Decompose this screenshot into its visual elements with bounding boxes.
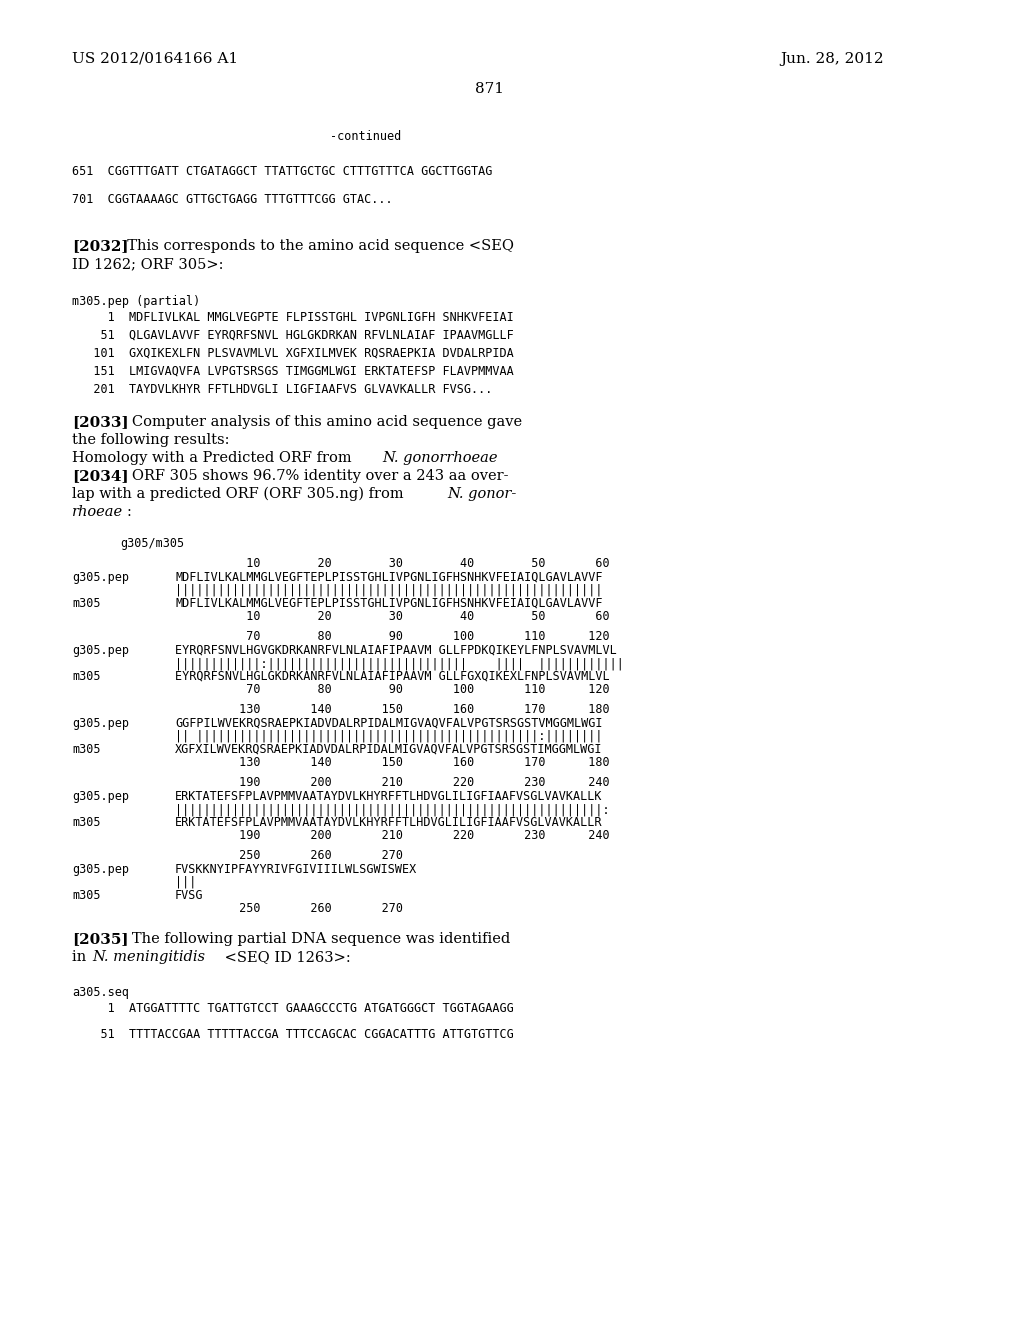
Text: N. gonor-: N. gonor- (447, 487, 516, 502)
Text: ||||||||||||:||||||||||||||||||||||||||||    ||||  ||||||||||||: ||||||||||||:|||||||||||||||||||||||||||… (175, 657, 624, 671)
Text: XGFXILWVEKRQSRAEPKIADVDALRPIDALMIGVAQVFALVPGTSRSGSTIMGGMLWGI: XGFXILWVEKRQSRAEPKIADVDALRPIDALMIGVAQVFA… (175, 743, 602, 756)
Text: Homology with a Predicted ORF from: Homology with a Predicted ORF from (72, 451, 356, 465)
Text: 151  LMIGVAQVFA LVPGTSRSGS TIMGGMLWGI ERKTATEFSP FLAVPMMVAA: 151 LMIGVAQVFA LVPGTSRSGS TIMGGMLWGI ERK… (72, 366, 514, 378)
Text: -continued: -continued (330, 129, 401, 143)
Text: ERKTATEFSFPLAVPMMVAATAYDVLKHYRFFTLHDVGLILIGFIAAFVSGLVAVKALLR: ERKTATEFSFPLAVPMMVAATAYDVLKHYRFFTLHDVGLI… (175, 816, 602, 829)
Text: 701  CGGTAAAAGC GTTGCTGAGG TTTGTTTCGG GTAC...: 701 CGGTAAAAGC GTTGCTGAGG TTTGTTTCGG GTA… (72, 193, 392, 206)
Text: m305: m305 (72, 671, 100, 682)
Text: 871: 871 (475, 82, 505, 96)
Text: g305.pep: g305.pep (72, 717, 129, 730)
Text: m305: m305 (72, 597, 100, 610)
Text: EYRQRFSNVLHGVGKDRKANRFVLNLAIAFIPAAVM GLLFPDKQIKEYLFNPLSVAVMLVL: EYRQRFSNVLHGVGKDRKANRFVLNLAIAFIPAAVM GLL… (175, 644, 616, 657)
Text: 130       140       150       160       170      180: 130 140 150 160 170 180 (175, 704, 609, 715)
Text: [2033]: [2033] (72, 414, 129, 429)
Text: || ||||||||||||||||||||||||||||||||||||||||||||||||:||||||||: || |||||||||||||||||||||||||||||||||||||… (175, 730, 602, 743)
Text: 250       260       270: 250 260 270 (175, 902, 403, 915)
Text: Computer analysis of this amino acid sequence gave: Computer analysis of this amino acid seq… (118, 414, 522, 429)
Text: g305/m305: g305/m305 (120, 537, 184, 550)
Text: [2032]: [2032] (72, 239, 128, 253)
Text: 70        80        90       100       110      120: 70 80 90 100 110 120 (175, 682, 609, 696)
Text: [2035]: [2035] (72, 932, 128, 946)
Text: g305.pep: g305.pep (72, 572, 129, 583)
Text: N. meningitidis: N. meningitidis (92, 950, 205, 964)
Text: g305.pep: g305.pep (72, 863, 129, 876)
Text: ||||||||||||||||||||||||||||||||||||||||||||||||||||||||||||: ||||||||||||||||||||||||||||||||||||||||… (175, 583, 602, 597)
Text: This corresponds to the amino acid sequence <SEQ: This corresponds to the amino acid seque… (118, 239, 514, 253)
Text: in: in (72, 950, 91, 964)
Text: g305.pep: g305.pep (72, 644, 129, 657)
Text: 51  QLGAVLAVVF EYRQRFSNVL HGLGKDRKAN RFVLNLAIAF IPAAVMGLLF: 51 QLGAVLAVVF EYRQRFSNVL HGLGKDRKAN RFVL… (72, 329, 514, 342)
Text: 130       140       150       160       170      180: 130 140 150 160 170 180 (175, 756, 609, 770)
Text: MDFLIVLKALMMGLVEGFTEPLPISSTGHLIVPGNLIGFHSNHKVFEIAIQLGAVLAVVF: MDFLIVLKALMMGLVEGFTEPLPISSTGHLIVPGNLIGFH… (175, 597, 602, 610)
Text: 651  CGGTTTGATT CTGATAGGCT TTATTGCTGC CTTTGTTTCA GGCTTGGTAG: 651 CGGTTTGATT CTGATAGGCT TTATTGCTGC CTT… (72, 165, 493, 178)
Text: 1  ATGGATTTTC TGATTGTCCT GAAAGCCCTG ATGATGGGCT TGGTAGAAGG: 1 ATGGATTTTC TGATTGTCCT GAAAGCCCTG ATGAT… (72, 1002, 514, 1015)
Text: US 2012/0164166 A1: US 2012/0164166 A1 (72, 51, 239, 66)
Text: 190       200       210       220       230      240: 190 200 210 220 230 240 (175, 776, 609, 789)
Text: m305.pep (partial): m305.pep (partial) (72, 294, 201, 308)
Text: 70        80        90       100       110      120: 70 80 90 100 110 120 (175, 630, 609, 643)
Text: a305.seq: a305.seq (72, 986, 129, 999)
Text: rhoeae: rhoeae (72, 506, 123, 519)
Text: FVSKKNYIPFAYYRIVFGIVIIILWLSGWISWEX: FVSKKNYIPFAYYRIVFGIVIIILWLSGWISWEX (175, 863, 417, 876)
Text: the following results:: the following results: (72, 433, 229, 447)
Text: m305: m305 (72, 888, 100, 902)
Text: m305: m305 (72, 816, 100, 829)
Text: lap with a predicted ORF (ORF 305.ng) from: lap with a predicted ORF (ORF 305.ng) fr… (72, 487, 409, 502)
Text: [2034]: [2034] (72, 469, 129, 483)
Text: 10        20        30        40        50       60: 10 20 30 40 50 60 (175, 557, 609, 570)
Text: 201  TAYDVLKHYR FFTLHDVGLI LIGFIAAFVS GLVAVKALLR FVSG...: 201 TAYDVLKHYR FFTLHDVGLI LIGFIAAFVS GLV… (72, 383, 493, 396)
Text: :: : (127, 506, 132, 519)
Text: ID 1262; ORF 305>:: ID 1262; ORF 305>: (72, 257, 223, 271)
Text: ||||||||||||||||||||||||||||||||||||||||||||||||||||||||||||:: ||||||||||||||||||||||||||||||||||||||||… (175, 803, 609, 816)
Text: MDFLIVLKALMMGLVEGFTEPLPISSTGHLIVPGNLIGFHSNHKVFEIAIQLGAVLAVVF: MDFLIVLKALMMGLVEGFTEPLPISSTGHLIVPGNLIGFH… (175, 572, 602, 583)
Text: EYRQRFSNVLHGLGKDRKANRFVLNLAIAFIPAAVM GLLFGXQIKEXLFNPLSVAVMLVL: EYRQRFSNVLHGLGKDRKANRFVLNLAIAFIPAAVM GLL… (175, 671, 609, 682)
Text: 10        20        30        40        50       60: 10 20 30 40 50 60 (175, 610, 609, 623)
Text: ORF 305 shows 96.7% identity over a 243 aa over-: ORF 305 shows 96.7% identity over a 243 … (118, 469, 509, 483)
Text: 250       260       270: 250 260 270 (175, 849, 403, 862)
Text: GGFPILWVEKRQSRAEPKIADVDALRPIDALMIGVAQVFALVPGTSRSGSTVMGGMLWGI: GGFPILWVEKRQSRAEPKIADVDALRPIDALMIGVAQVFA… (175, 717, 602, 730)
Text: ERKTATEFSFPLAVPMMVAATAYDVLKHYRFFTLHDVGLILIGFIAAFVSGLVAVKALLK: ERKTATEFSFPLAVPMMVAATAYDVLKHYRFFTLHDVGLI… (175, 789, 602, 803)
Text: N. gonorrhoeae: N. gonorrhoeae (382, 451, 498, 465)
Text: The following partial DNA sequence was identified: The following partial DNA sequence was i… (118, 932, 510, 946)
Text: 190       200       210       220       230      240: 190 200 210 220 230 240 (175, 829, 609, 842)
Text: FVSG: FVSG (175, 888, 204, 902)
Text: Jun. 28, 2012: Jun. 28, 2012 (780, 51, 884, 66)
Text: 51  TTTTACCGAA TTTTTACCGA TTTCCAGCAC CGGACATTTG ATTGTGTTCG: 51 TTTTACCGAA TTTTTACCGA TTTCCAGCAC CGGA… (72, 1028, 514, 1041)
Text: 1  MDFLIVLKAL MMGLVEGPTE FLPISSTGHL IVPGNLIGFH SNHKVFEIAI: 1 MDFLIVLKAL MMGLVEGPTE FLPISSTGHL IVPGN… (72, 312, 514, 323)
Text: <SEQ ID 1263>:: <SEQ ID 1263>: (220, 950, 351, 964)
Text: |||: ||| (175, 876, 197, 888)
Text: m305: m305 (72, 743, 100, 756)
Text: g305.pep: g305.pep (72, 789, 129, 803)
Text: 101  GXQIKEXLFN PLSVAVMLVL XGFXILMVEK RQSRAEPKIA DVDALRPIDA: 101 GXQIKEXLFN PLSVAVMLVL XGFXILMVEK RQS… (72, 347, 514, 360)
